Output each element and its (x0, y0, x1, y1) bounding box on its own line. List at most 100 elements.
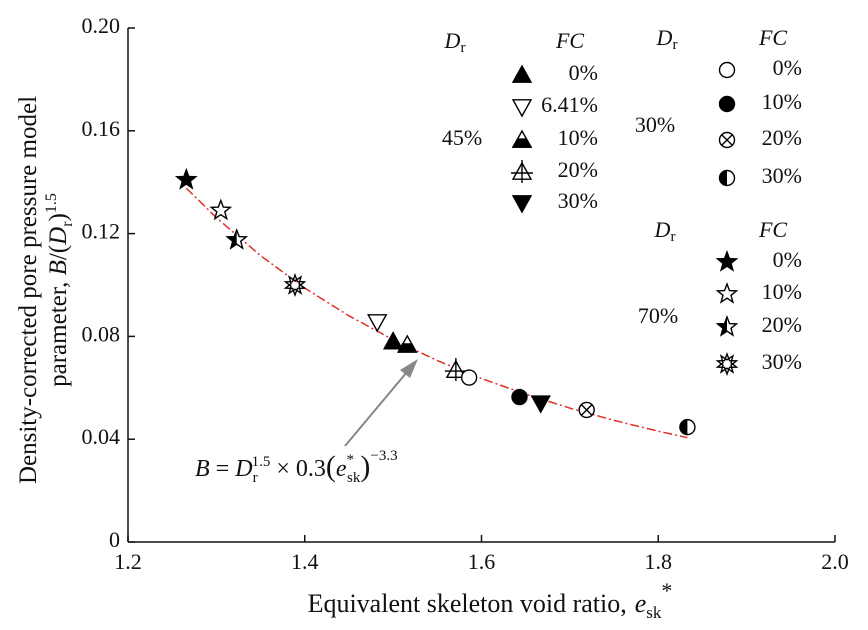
x-label-symbol: e (635, 589, 647, 618)
y-label-sup: 1.5 (43, 193, 60, 213)
marker-fill (717, 317, 727, 336)
eq-sup: * (347, 452, 355, 468)
marker-fill (511, 138, 533, 148)
marker-shape (511, 195, 533, 214)
marker-line (580, 404, 593, 416)
equation: B = Dr1.5 × 0.3(e* sk)−3.3 (195, 448, 398, 486)
legend-fc-header: FC (758, 25, 787, 50)
x-axis-label: Equivalent skeleton void ratio, esk* (308, 578, 673, 622)
legend-marker (718, 95, 736, 113)
data-point (382, 331, 404, 350)
legend-dr-symbol: D (656, 25, 673, 50)
legend-marker (511, 64, 533, 83)
eq-sup: 1.5 (252, 454, 271, 470)
y-axis-label: Density-corrected pore pressure model pa… (15, 96, 76, 484)
legend-marker (715, 352, 739, 376)
data-point (174, 167, 198, 190)
x-tick-label: 1.2 (114, 549, 142, 574)
legend-dr-sub: r (460, 40, 465, 56)
x-tick-label: 1.8 (645, 549, 673, 574)
marker-fill (679, 419, 688, 435)
data-point (397, 334, 418, 353)
legend-label: 10% (762, 279, 802, 304)
y-label-text: Density-corrected pore pressure model (15, 96, 42, 484)
arrow-shaft (344, 365, 413, 447)
y-tick-label: 0.08 (82, 321, 121, 346)
legend-label: 0% (773, 247, 802, 272)
legend-group-label: 30% (635, 112, 675, 137)
eq-part: ( (326, 450, 336, 483)
arrow-head (400, 359, 418, 378)
data-point (225, 228, 249, 250)
eq-part: = (210, 456, 236, 482)
eq-sup: −3.3 (370, 448, 397, 464)
legend-group-label: 45% (442, 125, 482, 150)
eq-part: e (336, 456, 347, 482)
legend-marker (718, 169, 736, 187)
marker-shape (209, 198, 233, 221)
legend-dr-header: Dr (444, 28, 466, 56)
legend-dr-sub: r (670, 229, 675, 245)
data-point (530, 395, 551, 414)
x-label-sub: sk (646, 603, 662, 622)
marker-shape (367, 314, 388, 333)
x-tick-label: 2.0 (821, 549, 849, 574)
legend-label: 30% (762, 349, 802, 374)
marker-shape (174, 167, 198, 190)
legend-fc-header: FC (555, 28, 584, 53)
y-label-symbol: D (45, 227, 72, 246)
marker-fill (227, 230, 237, 249)
legend-marker (718, 131, 736, 149)
data-point (209, 198, 233, 221)
marker-shape (530, 395, 551, 414)
marker-shape (283, 275, 307, 298)
legend-marker (718, 61, 736, 79)
legend-label: 30% (558, 188, 598, 213)
y-label-text: ) (45, 213, 72, 221)
data-point (444, 358, 467, 382)
legend-label: 10% (558, 125, 598, 150)
legend-label: 10% (762, 89, 802, 114)
legend-dr-header: Dr (654, 217, 676, 245)
marker-shape (511, 64, 533, 83)
legend-marker (511, 129, 533, 148)
legend-label: 0% (569, 60, 598, 85)
data-point (460, 369, 478, 386)
marker-shape (283, 272, 307, 295)
marker-shape (718, 61, 736, 79)
eq-part: ) (360, 450, 370, 483)
legend-dr-symbol: D (654, 217, 671, 242)
legend-marker (715, 315, 739, 337)
marker-shape (460, 369, 478, 386)
marker-shape (715, 250, 739, 272)
marker-shape (511, 99, 533, 118)
x-tick-label: 1.4 (291, 549, 319, 574)
y-label-sub: r (59, 221, 76, 227)
eq-part: × 0.3 (270, 456, 326, 482)
x-label-text: Equivalent skeleton void ratio, (308, 589, 627, 618)
y-tick-label: 0.16 (82, 116, 121, 141)
legend-label: 20% (762, 312, 802, 337)
x-label-sup: * (661, 578, 672, 603)
y-label-text: /( (45, 245, 72, 260)
legend-marker (511, 195, 533, 214)
legend-label: 0% (773, 55, 802, 80)
legend-label: 6.41% (541, 92, 598, 117)
y-tick-label: 0.20 (82, 13, 121, 38)
y-label-symbol: B (45, 260, 72, 275)
y-label-text: parameter, (45, 275, 72, 386)
legend-dr-sub: r (672, 37, 677, 53)
data-point (511, 388, 528, 406)
marker-shape (715, 354, 739, 376)
data-point (367, 314, 388, 333)
eq-part: B (195, 456, 210, 482)
legend-dr-header: Dr (656, 25, 678, 53)
legend-dr-symbol: D (444, 28, 461, 53)
marker-shape (511, 388, 528, 406)
legend-label: 20% (762, 125, 802, 150)
eq-part: D (234, 456, 252, 482)
legend-marker (511, 160, 533, 183)
y-tick-label: 0.04 (82, 424, 121, 449)
y-tick-label: 0 (109, 527, 120, 552)
legend-marker (511, 99, 533, 118)
